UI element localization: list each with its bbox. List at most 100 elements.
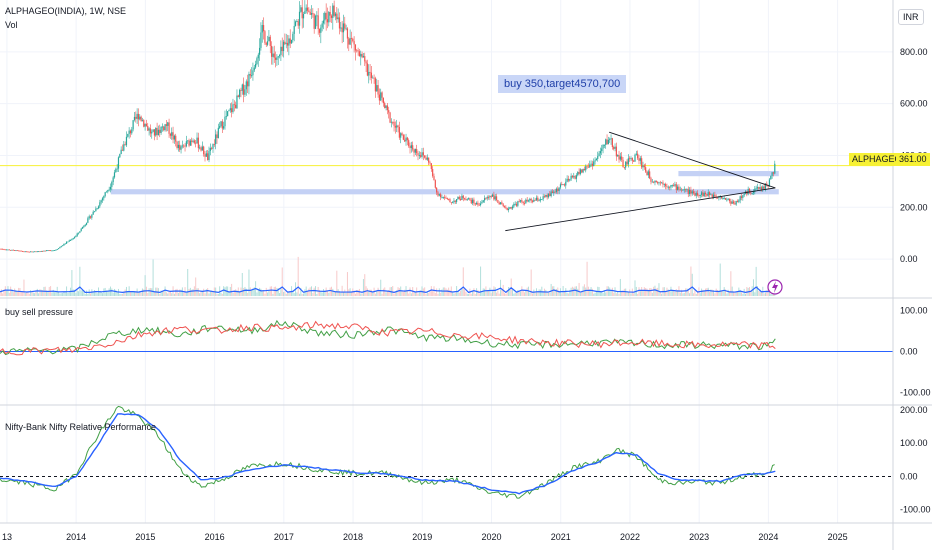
volume-bar — [148, 288, 150, 296]
volume-bar — [38, 293, 40, 296]
time-axis-label: 2016 — [205, 532, 225, 542]
time-axis-label: 2020 — [481, 532, 501, 542]
candle-body — [698, 195, 700, 197]
volume-bar — [623, 288, 625, 296]
candle-body — [770, 175, 772, 180]
volume-bar — [160, 290, 162, 296]
candle-body — [83, 225, 85, 228]
time-axis-label: 2021 — [551, 532, 571, 542]
candle-body — [663, 184, 665, 185]
candle-body — [553, 191, 555, 193]
volume-bar — [731, 286, 733, 296]
volume-bar — [163, 290, 165, 296]
support-zone[interactable] — [678, 171, 779, 177]
volume-bar — [39, 289, 41, 296]
support-zone[interactable] — [110, 189, 779, 195]
time-axis[interactable]: 13 2014 2015 2016 2017 2018 2019 2020 2021 2022 20… — [2, 532, 848, 542]
lightning-icon[interactable] — [767, 279, 783, 295]
candle-body — [163, 126, 165, 131]
volume-bars — [0, 256, 776, 296]
rp-axis-label: 200.00 — [900, 405, 928, 415]
candle-body — [107, 189, 109, 192]
candle-body — [257, 54, 259, 59]
candle-body — [262, 25, 265, 32]
candle-body — [767, 185, 769, 187]
relative-performance-pane[interactable] — [0, 405, 893, 499]
candle-body — [522, 201, 524, 204]
candle-body — [160, 126, 162, 133]
volume-bar — [646, 288, 648, 296]
trendline[interactable] — [505, 187, 776, 232]
candle-body — [313, 13, 315, 29]
volume-bar — [205, 289, 207, 296]
candle-body — [32, 251, 34, 253]
price-pane[interactable] — [0, 0, 893, 296]
buy-sell-pressure-pane[interactable] — [0, 319, 893, 356]
trendline[interactable] — [609, 131, 776, 189]
trendlines[interactable] — [505, 131, 776, 232]
volume-bar — [72, 289, 74, 296]
volume-bar — [542, 292, 544, 296]
candle-body — [2, 248, 4, 250]
volume-bar — [458, 292, 460, 296]
volume-bar — [442, 287, 444, 296]
volume-bar — [280, 288, 282, 296]
volume-bar — [169, 290, 171, 296]
candle-body — [515, 203, 518, 206]
trade-annotation[interactable]: buy 350,target4570,700 — [498, 75, 627, 93]
candle-body — [68, 240, 70, 242]
volume-bar — [124, 289, 126, 296]
candle-body — [420, 155, 422, 157]
volume-bar — [533, 289, 535, 296]
rp-axis[interactable]: 200.00 100.00 0.00 -100.00 — [900, 405, 931, 515]
volume-bar — [173, 293, 175, 296]
volume-bar — [253, 287, 255, 296]
volume-bar — [16, 291, 18, 296]
volume-bar — [341, 285, 343, 296]
volume-bar — [713, 290, 715, 296]
candle-body — [326, 19, 329, 23]
volume-bar — [460, 290, 462, 296]
candle-body — [718, 197, 720, 199]
volume-bar — [683, 292, 685, 296]
volume-bar — [436, 288, 438, 296]
candle-body — [127, 133, 129, 137]
volume-bar — [183, 292, 185, 296]
candle-body — [10, 250, 12, 251]
candle-body — [566, 178, 568, 182]
bsp-axis[interactable]: 100.00 0.00 -100.00 — [900, 305, 931, 397]
candle-body — [404, 139, 406, 142]
volume-bar — [651, 292, 653, 296]
candle-body — [187, 140, 189, 142]
volume-bar — [666, 287, 668, 296]
candle-body — [278, 54, 281, 57]
volume-bar — [590, 287, 592, 296]
volume-bar — [366, 288, 368, 296]
candle-body — [91, 214, 93, 218]
volume-bar — [473, 288, 475, 296]
currency-button[interactable]: INR — [898, 9, 924, 25]
volume-bar — [530, 269, 532, 296]
candle-body — [318, 29, 321, 33]
candle-body — [538, 200, 540, 202]
volume-bar — [165, 292, 167, 296]
candle-body — [425, 157, 427, 160]
volume-bar — [6, 290, 8, 296]
volume-bar — [478, 293, 480, 296]
volume-bar — [409, 287, 411, 296]
candle-body — [722, 198, 724, 199]
volume-bar — [147, 293, 149, 296]
volume-bar — [207, 288, 209, 296]
candle-body — [281, 46, 283, 52]
volume-bar — [269, 286, 271, 296]
volume-bar — [96, 293, 98, 296]
volume-bar — [83, 290, 85, 296]
volume-bar — [346, 272, 348, 296]
candle-body — [454, 200, 456, 202]
candle-body — [690, 189, 692, 194]
volume-bar — [297, 256, 299, 296]
volume-bar — [92, 292, 94, 296]
candle-body — [211, 147, 213, 149]
support-zones[interactable] — [110, 171, 779, 195]
